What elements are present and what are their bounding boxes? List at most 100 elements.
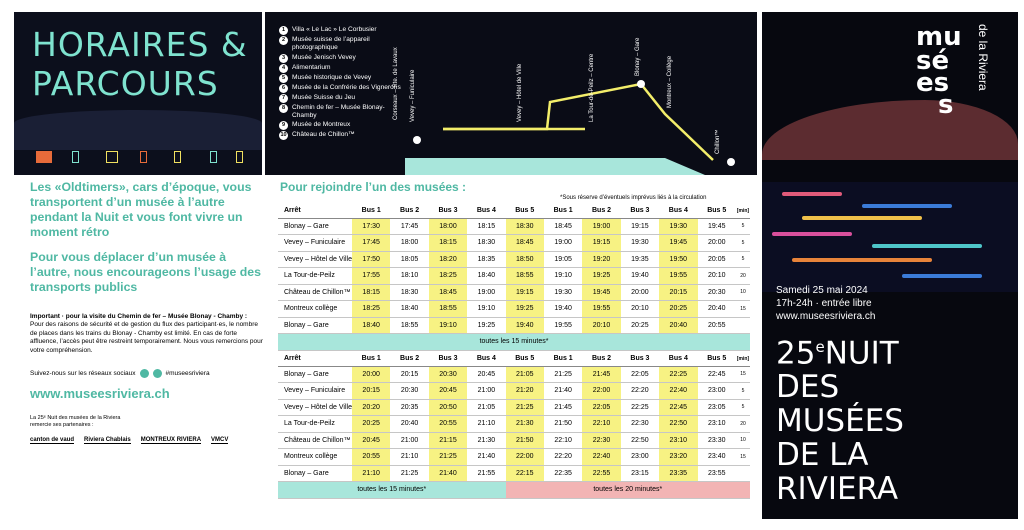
time-cell: 22:20 [543,448,583,466]
stop-label: Musée suisse de l’appareil photographiqu… [292,36,370,52]
time-cell: 19:50 [659,251,698,268]
minutes-cell: 15 [736,300,750,318]
time-cell: 21:30 [505,415,544,433]
time-cell: 20:30 [428,366,468,383]
time-cell: 17:50 [352,251,391,268]
edition-number: 25 [776,335,816,372]
time-cell: 19:05 [543,251,583,268]
time-cell: 23:00 [697,382,736,400]
poster-panel: mu sé es s de la Riviera Samedi 25 mai 2… [762,12,1018,519]
col-station: Arrêt [278,352,352,367]
important-title: Important · pour la visite du Chemin de … [30,313,248,320]
schedule-table-early: Arrêt Bus 1 Bus 2 Bus 3 Bus 4 Bus 5 Bus 1 Bus 2… [278,204,750,351]
stop-number: 6 [279,83,288,93]
schedule-table-late: Arrêt Bus 1 Bus 2 Bus 3 Bus 4 Bus 5 Bus 1 Bus 2… [278,352,750,499]
time-cell: 23:10 [697,415,736,433]
minutes-cell: 5 [736,218,750,235]
title-line-1: HORAIRES & [32,25,248,64]
time-cell: 18:30 [390,284,429,301]
time-cell: 22:50 [620,432,660,449]
stop-number: 7 [279,93,288,103]
partner-logo: canton de vaud [30,437,75,445]
stop-marker-8 [637,80,645,88]
col-bus: Bus 5 [697,352,736,367]
time-cell: 20:45 [467,366,506,383]
facebook-icon[interactable] [152,369,162,379]
time-cell: 18:10 [390,267,429,285]
window-icon [36,151,52,163]
time-cell: 22:00 [582,382,621,400]
col-bus: Bus 1 [352,204,391,219]
logo-line-3: es [916,68,950,98]
stop-label: Chemin de fer – Musée Blonay-Chamby [292,103,385,119]
time-cell: 19:30 [659,218,698,235]
title-word-4: DE LA [776,437,869,474]
time-cell: 18:55 [390,317,429,334]
time-cell: 21:25 [428,448,468,466]
table-row: La Tour-de-Peilz 20:25 20:40 20:55 21:10 21:3… [278,415,750,433]
table-row: Vevey – Funiculaire 17:45 18:00 18:15 18:30 1… [278,234,750,252]
table-row: Blonay – Gare 18:40 18:55 19:10 19:25 19:40 19… [278,317,750,334]
time-cell: 20:55 [428,415,468,433]
time-cell: 18:25 [428,267,468,285]
partner-logo: MONTREUX RIVIERA [140,437,202,445]
social-label: Suivez-nous sur les réseaux sociaux [30,370,136,378]
stop-number: 2 [279,36,288,45]
time-cell: 18:40 [352,317,391,334]
stop-legend-item: 6 Musée de la Confrérie des Vignerons [279,83,405,93]
time-cell: 21:15 [428,432,468,449]
time-cell: 20:30 [697,284,736,301]
time-cell: 19:15 [505,284,544,301]
time-cell: 19:20 [582,251,621,268]
time-cell: 21:00 [390,432,429,449]
stop-legend-item: 1 Villa « Le Lac » Le Corbusier [279,26,405,35]
time-cell: 22:40 [582,448,621,466]
time-cell: 20:40 [659,317,698,334]
route-lines [405,80,735,175]
frequency-note: toutes les 20 minutes* [505,481,750,499]
time-cell: 18:40 [467,267,506,285]
window-icon [174,151,181,163]
logo-line-1: mu [916,22,962,52]
stop-legend-item: 3 Musée Jenisch Vevey [279,53,405,63]
map-label-hotel: Vevey – Hôtel de Ville [517,63,523,122]
stop-label: Musée Suisse du Jeu [292,93,356,101]
stop-label: Alimentarium [292,63,331,71]
time-cell: 20:10 [620,300,660,318]
stop-legend-item: 7 Musée Suisse du Jeu [279,93,405,103]
time-cell: 18:40 [390,300,429,318]
table-row: Blonay – Gare 20:00 20:15 20:30 20:45 21:05 21… [278,366,750,383]
col-bus: Bus 4 [467,204,506,219]
table-row: Blonay – Gare 17:30 17:45 18:00 18:15 18:30 18… [278,218,750,235]
row-stop: Blonay – Gare [278,218,352,235]
time-cell: 18:15 [467,218,506,235]
col-bus: Bus 3 [620,352,660,367]
frequency-note: toutes les 15 minutes* [278,481,506,499]
time-cell: 18:30 [467,234,506,252]
time-cell: 23:40 [697,448,736,466]
instagram-icon[interactable] [139,369,149,379]
event-site[interactable]: www.museesriviera.ch [776,311,876,322]
window-icon [140,151,147,163]
time-cell: 20:20 [352,399,391,416]
time-cell: 19:10 [467,300,506,318]
row-stop: Château de Chillon™ [278,284,352,301]
stop-number: 10 [279,131,288,141]
time-cell: 20:40 [390,415,429,433]
row-stop: Vevey – Hôtel de Ville [278,399,352,416]
time-cell: 21:40 [467,448,506,466]
time-cell: 18:15 [428,234,468,252]
time-cell: 22:10 [582,415,621,433]
time-cell: 21:10 [390,448,429,466]
col-bus: Bus 3 [428,352,468,367]
website-link[interactable]: www.museesriviera.ch [30,386,170,402]
time-cell: 22:25 [659,366,698,383]
col-bus: Bus 1 [543,352,583,367]
logo-riviera: de la Riviera [976,24,990,91]
col-bus: Bus 1 [543,204,583,219]
col-bus: Bus 1 [352,352,391,367]
time-cell: 18:50 [505,251,544,268]
row-stop: Blonay – Gare [278,317,352,334]
time-cell: 21:05 [505,366,544,383]
stop-marker-10 [727,158,735,166]
